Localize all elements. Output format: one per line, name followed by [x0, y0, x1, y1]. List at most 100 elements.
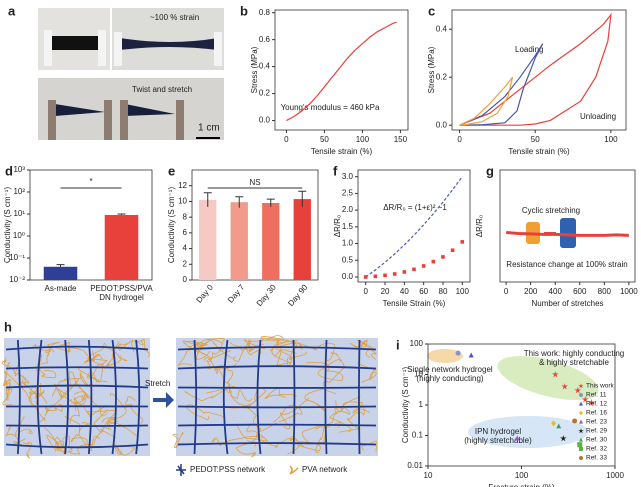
panel-label: b: [240, 3, 248, 18]
legend-marker: [578, 383, 584, 389]
point: [561, 383, 569, 390]
y-tick-label: 3.0: [342, 172, 354, 181]
y-tick-label: 2.0: [342, 205, 354, 214]
pva-chain: [23, 376, 45, 398]
x-tick-label: 50: [531, 135, 540, 144]
y-tick-label: 10¹: [13, 209, 25, 218]
plot-frame: [451, 9, 627, 131]
point: [551, 420, 557, 427]
error-bar: [56, 264, 65, 267]
annotation: *: [89, 177, 92, 186]
pva-chain: [206, 338, 225, 370]
pedot-chain: [5, 345, 149, 351]
y-tick-label: 0.0: [259, 116, 271, 125]
pva-chain: [22, 441, 32, 459]
pva-chain: [194, 339, 224, 352]
pva-chain: [184, 384, 230, 402]
x-tick-label: Day 7: [226, 282, 247, 304]
plot-frame: [191, 169, 319, 281]
legend-marker: [578, 428, 584, 434]
pedot-chain: [358, 339, 361, 455]
point: [383, 273, 387, 278]
x-tick-label: 1000: [606, 471, 624, 480]
pva-chain: [55, 341, 71, 355]
bar: [43, 266, 78, 280]
x-tick-label: Day 30: [255, 282, 279, 308]
x-axis-label: Tensile Strain (%): [383, 299, 446, 308]
hydrogel: [55, 104, 175, 116]
annotation: Cyclic stretching: [522, 206, 580, 215]
point: [402, 270, 407, 274]
pva-chain: [112, 443, 135, 456]
legend-text: Ref. 29: [586, 428, 607, 435]
y-axis-label: Conductivity (S cm⁻¹): [401, 367, 410, 444]
photo-caption: Twist and stretch: [132, 85, 192, 94]
photo-panel: [38, 8, 224, 140]
pva-chain: [3, 371, 31, 402]
legend-marker: [579, 401, 583, 406]
y-tick-label: 0: [183, 275, 188, 284]
y-tick-label: 0.0: [436, 120, 448, 129]
x-tick-label: 800: [598, 287, 612, 296]
y-tick-label: 0.8: [259, 8, 271, 17]
pedot-chain: [256, 339, 262, 455]
panel-label: i: [396, 337, 400, 352]
y-tick-label: 1: [419, 400, 424, 409]
point: [450, 248, 455, 253]
pva-chain: [31, 341, 60, 353]
legend-marker: [579, 410, 583, 416]
point: [588, 399, 595, 406]
pedot-chain: [135, 339, 141, 455]
x-tick-label: 150: [394, 135, 408, 144]
clamp: [176, 100, 184, 140]
y-tick-label: 6: [183, 228, 188, 237]
y-tick-label: 2: [183, 259, 188, 268]
legend-icon: [289, 465, 299, 475]
y-tick-label: 0.0: [342, 272, 354, 281]
pedot-chain: [64, 339, 69, 455]
plot-frame: [29, 169, 153, 281]
x-tick-label: As-made: [44, 284, 77, 293]
bar: [293, 199, 311, 280]
pedot-chain: [5, 384, 149, 389]
pedot-chain: [292, 339, 296, 455]
plot-frame: [499, 169, 636, 283]
pva-chain: [182, 340, 211, 360]
bar: [230, 202, 248, 280]
pedot-chain: [193, 339, 198, 455]
region: [468, 416, 588, 448]
point: [421, 264, 426, 268]
x-tick-label: 40: [400, 287, 409, 296]
y-tick-label: 2.5: [342, 189, 354, 198]
annotation: NS: [249, 178, 260, 187]
y-tick-label: 0.6: [259, 35, 271, 44]
annotation: IPN hydrogel: [475, 427, 521, 436]
hydrogel: [50, 36, 100, 50]
pva-chain: [37, 354, 57, 379]
panel-label: c: [428, 3, 435, 18]
point: [514, 435, 520, 441]
point: [441, 255, 445, 259]
pva-chain: [315, 400, 345, 430]
panel-label: f: [333, 163, 338, 178]
pva-chain: [83, 350, 100, 364]
clamp: [104, 100, 112, 140]
line: [459, 12, 612, 126]
pva-chain: [14, 358, 30, 389]
y-tick-label: 0.4: [436, 24, 448, 33]
line: [459, 43, 544, 126]
clamp: [98, 30, 106, 66]
pva-chain: [187, 338, 232, 360]
point: [559, 434, 567, 442]
pedot-chain: [177, 346, 377, 351]
x-tick-label: 600: [573, 287, 587, 296]
pva-chain: [69, 386, 88, 424]
pedot-chain: [177, 423, 377, 427]
bar: [262, 203, 280, 280]
pva-chain: [68, 428, 117, 455]
pva-chain: [203, 357, 231, 392]
clamp: [48, 100, 56, 140]
y-tick-label: 8: [183, 212, 188, 221]
plot-frame: [357, 169, 471, 283]
